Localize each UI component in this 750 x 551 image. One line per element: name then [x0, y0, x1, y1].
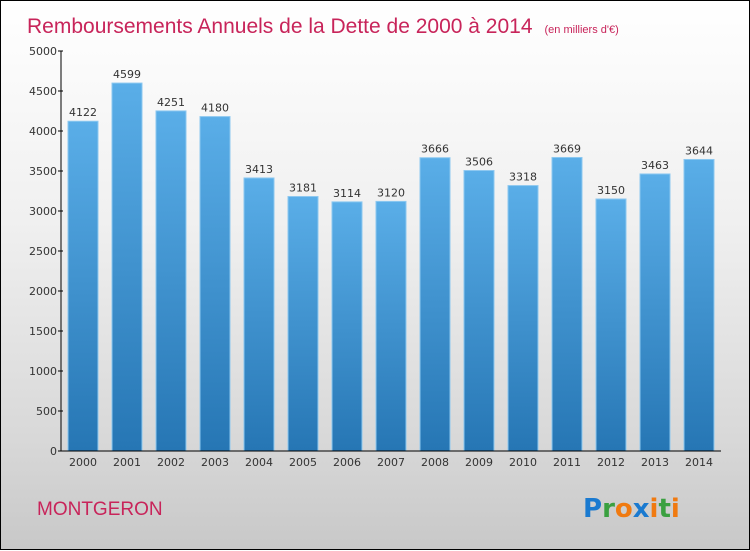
chart-title: Remboursements Annuels de la Dette de 20…	[27, 15, 533, 38]
bar-2014	[683, 158, 715, 452]
data-label: 3150	[597, 184, 625, 197]
y-tick-label: 1000	[29, 365, 57, 378]
data-label: 4599	[113, 68, 141, 81]
data-label: 4251	[157, 96, 185, 109]
bar-2001	[111, 82, 143, 452]
x-tick-label: 2009	[465, 456, 493, 469]
chart-subtitle: (en milliers d'€)	[545, 24, 619, 36]
x-tick-label: 2013	[641, 456, 669, 469]
data-label: 3463	[641, 159, 669, 172]
city-name: MONTGERON	[37, 499, 163, 520]
bar-2007	[375, 200, 407, 452]
y-tick-label: 0	[50, 445, 57, 458]
chart-heading: Remboursements Annuels de la Dette de 20…	[27, 15, 619, 38]
x-tick-label: 2001	[113, 456, 141, 469]
bar-2000	[67, 120, 99, 452]
bar-2008	[419, 157, 451, 452]
y-tick-label: 2000	[29, 285, 57, 298]
y-tick-label: 4500	[29, 85, 57, 98]
y-tick-label: 4000	[29, 125, 57, 138]
y-tick-label: 5000	[29, 45, 57, 58]
x-tick-label: 2006	[333, 456, 361, 469]
data-label: 3114	[333, 187, 361, 200]
data-label: 3644	[685, 144, 713, 157]
x-tick-label: 2004	[245, 456, 273, 469]
data-label: 3666	[421, 143, 449, 156]
bar-2010	[507, 185, 539, 452]
bar-2003	[199, 116, 231, 452]
bar-2004	[243, 177, 275, 452]
y-tick-label: 500	[36, 405, 57, 418]
data-label: 3318	[509, 171, 537, 184]
bar-2013	[639, 173, 671, 452]
bar-2009	[463, 170, 495, 452]
proxiti-logo: Proxiti	[583, 494, 680, 524]
x-tick-label: 2010	[509, 456, 537, 469]
bar-2002	[155, 110, 187, 452]
x-tick-label: 2012	[597, 456, 625, 469]
y-tick-label: 3000	[29, 205, 57, 218]
x-tick-label: 2005	[289, 456, 317, 469]
y-tick-label: 3500	[29, 165, 57, 178]
data-label: 3181	[289, 182, 317, 195]
data-label: 4180	[201, 102, 229, 115]
x-tick-label: 2003	[201, 456, 229, 469]
bar-2006	[331, 201, 363, 452]
x-tick-label: 2002	[157, 456, 185, 469]
y-tick-label: 2500	[29, 245, 57, 258]
x-tick-label: 2008	[421, 456, 449, 469]
x-tick-label: 2014	[685, 456, 713, 469]
x-tick-label: 2007	[377, 456, 405, 469]
data-label: 4122	[69, 106, 97, 119]
x-tick-label: 2011	[553, 456, 581, 469]
data-label: 3669	[553, 142, 581, 155]
x-tick-label: 2000	[69, 456, 97, 469]
bar-2012	[595, 198, 627, 452]
y-tick-label: 1500	[29, 325, 57, 338]
data-label: 3506	[465, 156, 493, 169]
data-label: 3120	[377, 186, 405, 199]
bar-2005	[287, 196, 319, 452]
data-label: 3413	[245, 163, 273, 176]
bar-2011	[551, 156, 583, 452]
